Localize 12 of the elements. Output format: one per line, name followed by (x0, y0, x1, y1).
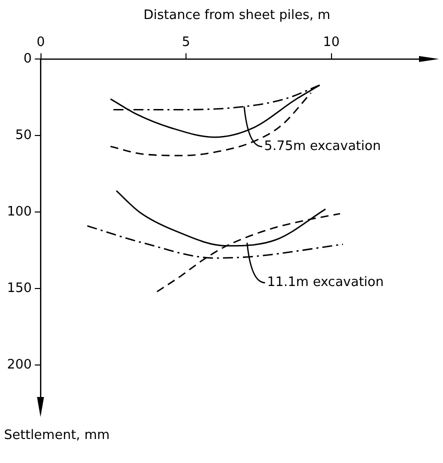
y-tick-label: 50 (15, 128, 32, 144)
annotation: 5.75m excavation (264, 138, 381, 154)
x-tick-label: 5 (182, 34, 190, 50)
x-tick-label: 0 (36, 34, 45, 50)
y-axis-title: Settlement, mm (4, 428, 110, 443)
y-tick-label: 0 (24, 52, 32, 67)
x-tick-label: 10 (323, 34, 340, 50)
y-tick-label: 100 (6, 204, 32, 220)
x-axis-title: Distance from sheet piles, m (144, 8, 330, 24)
annotation: 11.1m excavation (267, 275, 384, 290)
y-tick-label: 150 (6, 281, 32, 296)
y-tick-label: 200 (6, 357, 32, 372)
